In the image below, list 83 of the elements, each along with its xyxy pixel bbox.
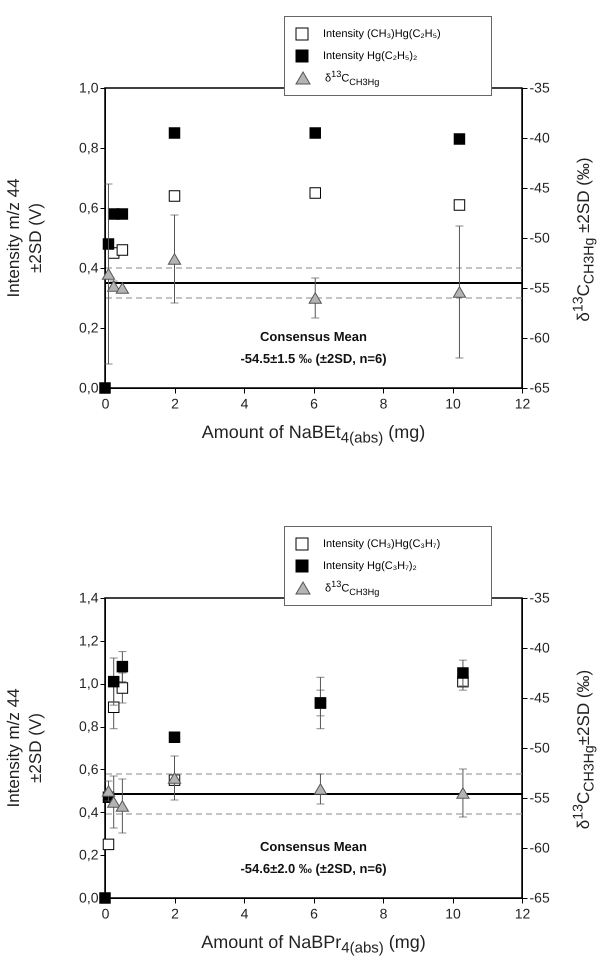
y2-tick-label: -65: [530, 380, 550, 396]
point: [116, 282, 129, 294]
y2-tick-label: -60: [530, 330, 550, 346]
point: [454, 133, 466, 145]
x-tick-label: 10: [445, 396, 461, 412]
point: [314, 783, 328, 795]
point: [108, 702, 120, 714]
point: [107, 280, 120, 292]
y2-tick-label: -40: [530, 130, 550, 146]
x-tick-label: 8: [380, 396, 388, 412]
y2-tick-label: -45: [530, 690, 550, 706]
y2-tick-label: -35: [530, 590, 550, 606]
x-tick-label: 2: [171, 906, 180, 922]
y2-tick-label: -50: [530, 740, 550, 756]
y2-tick-label: -35: [530, 80, 550, 96]
y2-tick-label: -55: [530, 790, 550, 806]
y2-tick-label: -65: [530, 890, 550, 906]
y2-tick-label: -55: [530, 280, 550, 296]
y-tick-label: 1,0: [79, 675, 99, 692]
point: [116, 244, 128, 256]
point: [116, 660, 128, 672]
y2-tick-label: -45: [530, 180, 550, 196]
y-tick-label: 0,6: [79, 760, 99, 777]
point: [116, 208, 128, 220]
annotation: Consensus Mean: [260, 839, 368, 854]
legend-label: Intensity (CH₃)Hg(C₃H₇): [323, 538, 440, 550]
y2-tick-label: -60: [530, 840, 550, 856]
y-tick-label: 0,6: [79, 200, 99, 216]
x-tick-label: 0: [102, 396, 110, 412]
y-tick-label: 0,0: [79, 380, 99, 396]
y-tick-label: 0,8: [79, 718, 99, 734]
point: [168, 253, 182, 265]
x-tick-label: 8: [380, 906, 388, 922]
x-tick-label: 4: [240, 396, 249, 412]
y-tick-label: 0,8: [79, 140, 99, 156]
point: [454, 199, 466, 211]
point: [456, 787, 470, 799]
point: [102, 838, 114, 850]
annotation: -54.6±2.0 ‰ (±2SD, n=6): [240, 861, 387, 876]
y-tick-label: 0,4: [79, 804, 99, 820]
point: [308, 292, 322, 304]
y-axis-title: Intensity m/z 44 ±2SD (V): [3, 177, 46, 300]
legend-label: δ$^{13}$C$_{CH3Hg}$: [325, 69, 380, 87]
point: [168, 190, 180, 202]
x-tick-label: 6: [310, 396, 318, 412]
point: [452, 286, 466, 298]
y2-tick-label: -50: [530, 230, 550, 246]
legend-label: Intensity (CH₃)Hg(C₂H₅): [323, 28, 441, 40]
x-axis-title: Amount of NaBPr$_{4(abs)}$ (mg): [200, 932, 427, 957]
x-tick-label: 10: [445, 906, 461, 922]
x-tick-label: 0: [102, 906, 110, 922]
point: [116, 800, 129, 812]
y-axis-title: Intensity m/z 44 ±2SD (V): [3, 687, 46, 810]
annotation: -54.5±1.5 ‰ (±2SD, n=6): [240, 351, 387, 366]
point: [309, 127, 321, 139]
y2-tick-label: -40: [530, 640, 550, 656]
y-tick-label: 0,0: [79, 890, 99, 906]
point: [457, 667, 469, 679]
point: [99, 382, 111, 394]
y-tick-label: 0,2: [79, 846, 99, 863]
point: [168, 127, 180, 139]
legend-label: Intensity Hg(C₃H₇)₂: [323, 560, 417, 572]
legend-label: δ$^{13}$C$_{CH3Hg}$: [325, 579, 380, 597]
x-tick-label: 4: [240, 906, 249, 922]
x-tick-label: 12: [514, 396, 530, 412]
point: [102, 785, 116, 797]
legend-label: Intensity Hg(C₂H₅)₂: [323, 50, 418, 62]
y-tick-label: 1,4: [79, 590, 99, 606]
x-tick-label: 6: [310, 906, 318, 922]
y-tick-label: 0,2: [79, 320, 99, 336]
point: [108, 676, 120, 688]
y-tick-label: 0,4: [79, 260, 99, 276]
point: [168, 732, 180, 744]
point: [309, 187, 321, 199]
x-tick-label: 2: [171, 396, 180, 412]
point: [99, 892, 111, 904]
y-tick-label: 1,0: [79, 80, 99, 96]
point: [107, 796, 120, 808]
point: [102, 268, 116, 280]
x-axis-title: Amount of NaBEt$_{4(abs)}$ (mg): [200, 422, 426, 447]
annotation: Consensus Mean: [260, 329, 368, 344]
x-tick-label: 12: [514, 906, 530, 922]
y-tick-label: 1,2: [79, 632, 99, 648]
